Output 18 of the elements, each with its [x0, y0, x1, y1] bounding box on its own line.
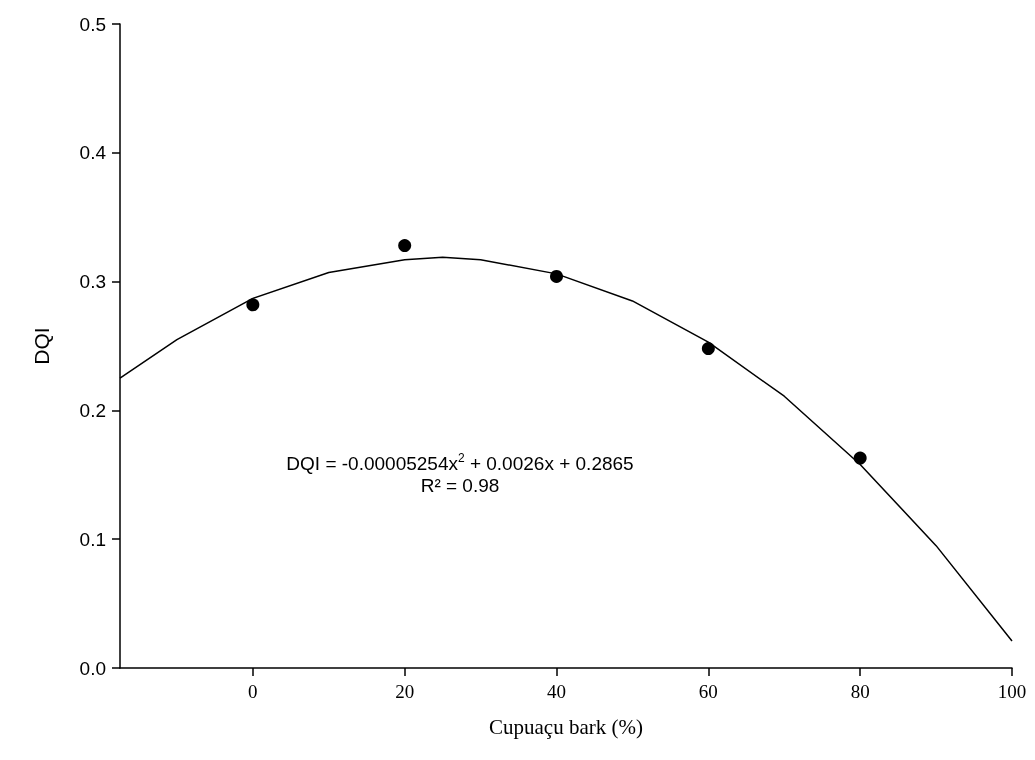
x-axis-title: Cupuaçu bark (%): [489, 714, 643, 739]
point: [246, 298, 260, 312]
y-tick-label: 0.0: [79, 657, 106, 679]
y-tick-label: 0.1: [79, 528, 106, 550]
y-tick-label: 0.2: [79, 399, 106, 421]
point: [398, 239, 412, 253]
x-tick-label: 0: [248, 681, 258, 702]
x-tick-label: 100: [997, 681, 1027, 702]
y-axis-title: DQI: [30, 327, 53, 365]
annotation: R² = 0.98: [420, 475, 500, 496]
x-tick-label: 40: [547, 681, 567, 702]
x-tick-label: 80: [850, 681, 870, 702]
point: [701, 342, 715, 356]
y-tick-label: 0.3: [79, 271, 106, 293]
y-tick-label: 0.4: [79, 142, 107, 164]
x-tick-label: 60: [698, 681, 718, 702]
y-tick-label: 0.5: [79, 13, 106, 35]
x-tick-label: 20: [395, 681, 415, 702]
